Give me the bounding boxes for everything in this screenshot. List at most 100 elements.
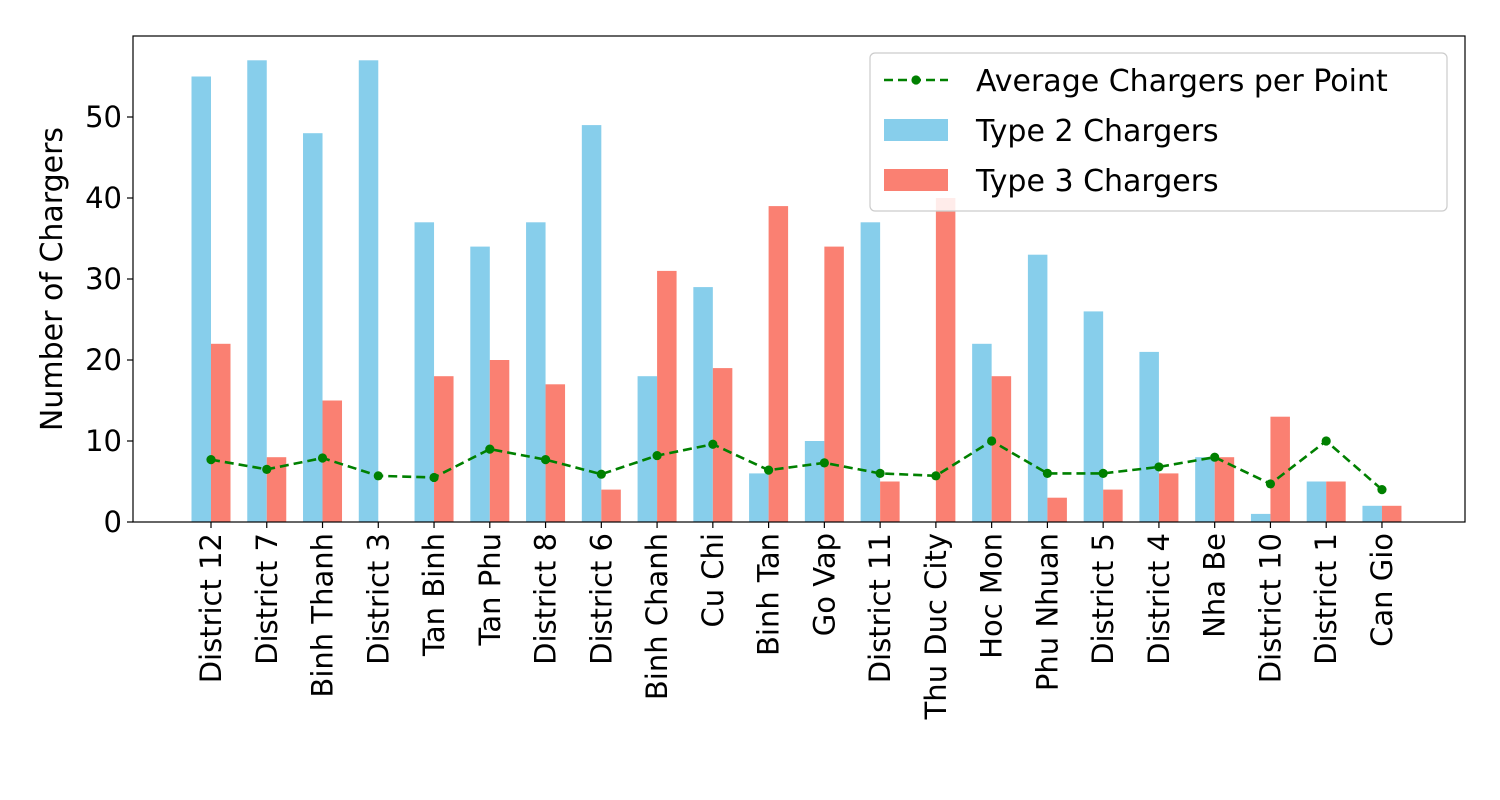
type-2-chargers-bar bbox=[1195, 457, 1215, 522]
bars-layer bbox=[191, 60, 1402, 523]
type-2-chargers-bar bbox=[1362, 505, 1382, 522]
type-3-chargers-bar bbox=[266, 457, 287, 522]
legend-bar-swatch bbox=[884, 119, 948, 141]
type-3-chargers-bar bbox=[880, 481, 900, 522]
average-chargers-point bbox=[1265, 479, 1276, 489]
type-3-chargers-bar bbox=[824, 246, 844, 522]
x-tick-label: Hoc Mon bbox=[975, 533, 1009, 659]
x-tick-label: Phu Nhuan bbox=[1030, 533, 1064, 691]
average-chargers-point bbox=[1321, 436, 1331, 446]
type-3-chargers-bar bbox=[657, 270, 677, 522]
x-tick-label: District 1 bbox=[1309, 533, 1343, 665]
type-3-chargers-bar bbox=[545, 384, 566, 522]
x-tick-label: District 12 bbox=[194, 533, 228, 683]
type-3-chargers-bar bbox=[322, 400, 343, 522]
y-axis-title: Number of Chargers bbox=[35, 127, 70, 431]
type-3-chargers-bar bbox=[935, 198, 956, 522]
type-2-chargers-bar bbox=[804, 441, 825, 522]
average-chargers-point bbox=[708, 439, 718, 449]
average-chargers-point bbox=[206, 455, 216, 465]
type-2-chargers-bar bbox=[581, 125, 602, 522]
average-chargers-line bbox=[210, 439, 1383, 491]
average-chargers-point bbox=[764, 465, 774, 475]
type-2-chargers-bar bbox=[1306, 481, 1327, 522]
type-3-chargers-bar bbox=[211, 343, 231, 522]
x-tick-label: Binh Tan bbox=[752, 533, 786, 656]
average-chargers-point bbox=[1154, 462, 1164, 472]
average-chargers-point bbox=[485, 444, 495, 454]
legend: Average Chargers per Point Type 2 Charger… bbox=[869, 52, 1448, 212]
type-2-chargers-bar bbox=[1250, 513, 1271, 522]
type-3-chargers-bar bbox=[712, 368, 733, 522]
type-2-chargers-bar bbox=[470, 246, 490, 522]
x-tick-label: Cu Chi bbox=[696, 533, 730, 628]
average-chargers-point bbox=[1210, 452, 1220, 462]
average-chargers-point bbox=[262, 464, 272, 474]
x-tick-label: District 5 bbox=[1086, 533, 1120, 665]
average-chargers-point bbox=[596, 469, 606, 479]
average-chargers-point bbox=[1377, 485, 1387, 495]
type-2-chargers-bar bbox=[303, 133, 323, 522]
average-chargers-point bbox=[373, 471, 383, 481]
x-tick-label: District 11 bbox=[863, 533, 897, 683]
x-tick-label: Can Gio bbox=[1365, 533, 1399, 647]
type-2-chargers-bar bbox=[1139, 351, 1159, 522]
type-2-chargers-bar bbox=[860, 222, 881, 523]
x-tick-label: Go Vap bbox=[807, 533, 841, 636]
type-3-chargers-bar bbox=[991, 376, 1012, 522]
average-chargers-point bbox=[875, 468, 885, 478]
type-3-chargers-bar bbox=[1214, 457, 1235, 522]
y-tick-label: 30 bbox=[85, 262, 122, 296]
type-3-chargers-bar bbox=[434, 376, 454, 522]
y-tick-label: 10 bbox=[85, 424, 122, 458]
type-3-chargers-bar bbox=[1158, 473, 1179, 522]
y-tick-label: 50 bbox=[85, 100, 122, 134]
type-3-chargers-bar bbox=[768, 206, 789, 522]
average-line-layer bbox=[206, 436, 1387, 495]
average-chargers-point bbox=[931, 471, 941, 481]
x-tick-label: Tan Binh bbox=[417, 533, 451, 657]
average-chargers-point bbox=[652, 450, 662, 461]
average-chargers-point bbox=[819, 458, 829, 468]
legend-label: Type 2 Chargers bbox=[975, 114, 1219, 149]
x-tick-label: Nha Be bbox=[1198, 533, 1232, 638]
x-tick-label: Tan Phu bbox=[473, 533, 507, 647]
type-3-chargers-bar bbox=[1103, 489, 1123, 522]
legend-box bbox=[869, 52, 1448, 212]
type-2-chargers-bar bbox=[1083, 311, 1104, 522]
average-chargers-point bbox=[987, 436, 997, 446]
x-tick-label: Binh Chanh bbox=[640, 533, 674, 700]
type-2-chargers-bar bbox=[526, 222, 546, 523]
x-tick-label: Binh Thanh bbox=[306, 533, 340, 698]
type-2-chargers-bar bbox=[749, 473, 769, 522]
x-tick-label: District 7 bbox=[250, 533, 284, 665]
type-3-chargers-bar bbox=[1381, 505, 1402, 522]
type-3-chargers-bar bbox=[1270, 416, 1290, 522]
legend-marker-swatch bbox=[911, 75, 921, 85]
legend-label: Type 3 Chargers bbox=[975, 164, 1219, 199]
x-axis: District 12 District 7 Binh Thanh District … bbox=[194, 522, 1399, 720]
type-3-chargers-bar bbox=[1326, 481, 1346, 522]
y-tick-label: 40 bbox=[85, 181, 122, 215]
legend-label: Average Chargers per Point bbox=[976, 64, 1388, 99]
average-chargers-point bbox=[540, 455, 551, 465]
type-2-chargers-bar bbox=[1027, 254, 1048, 522]
average-chargers-point bbox=[429, 472, 439, 483]
x-tick-label: District 6 bbox=[584, 533, 618, 665]
type-2-chargers-bar bbox=[247, 60, 267, 523]
x-tick-label: District 10 bbox=[1253, 533, 1287, 683]
legend-bar-swatch bbox=[884, 169, 948, 191]
type-2-chargers-bar bbox=[191, 76, 211, 522]
average-chargers-point bbox=[1098, 468, 1108, 478]
type-3-chargers-bar bbox=[489, 360, 510, 522]
type-2-chargers-bar bbox=[414, 222, 435, 523]
x-tick-label: District 8 bbox=[529, 533, 563, 665]
type-2-chargers-bar bbox=[693, 287, 713, 522]
type-3-chargers-bar bbox=[601, 489, 621, 522]
x-tick-label: District 4 bbox=[1142, 533, 1176, 665]
y-tick-label: 0 bbox=[104, 505, 122, 539]
type-2-chargers-bar bbox=[972, 343, 992, 522]
x-tick-label: Thu Duc City bbox=[919, 533, 953, 720]
type-2-chargers-bar bbox=[637, 376, 658, 522]
